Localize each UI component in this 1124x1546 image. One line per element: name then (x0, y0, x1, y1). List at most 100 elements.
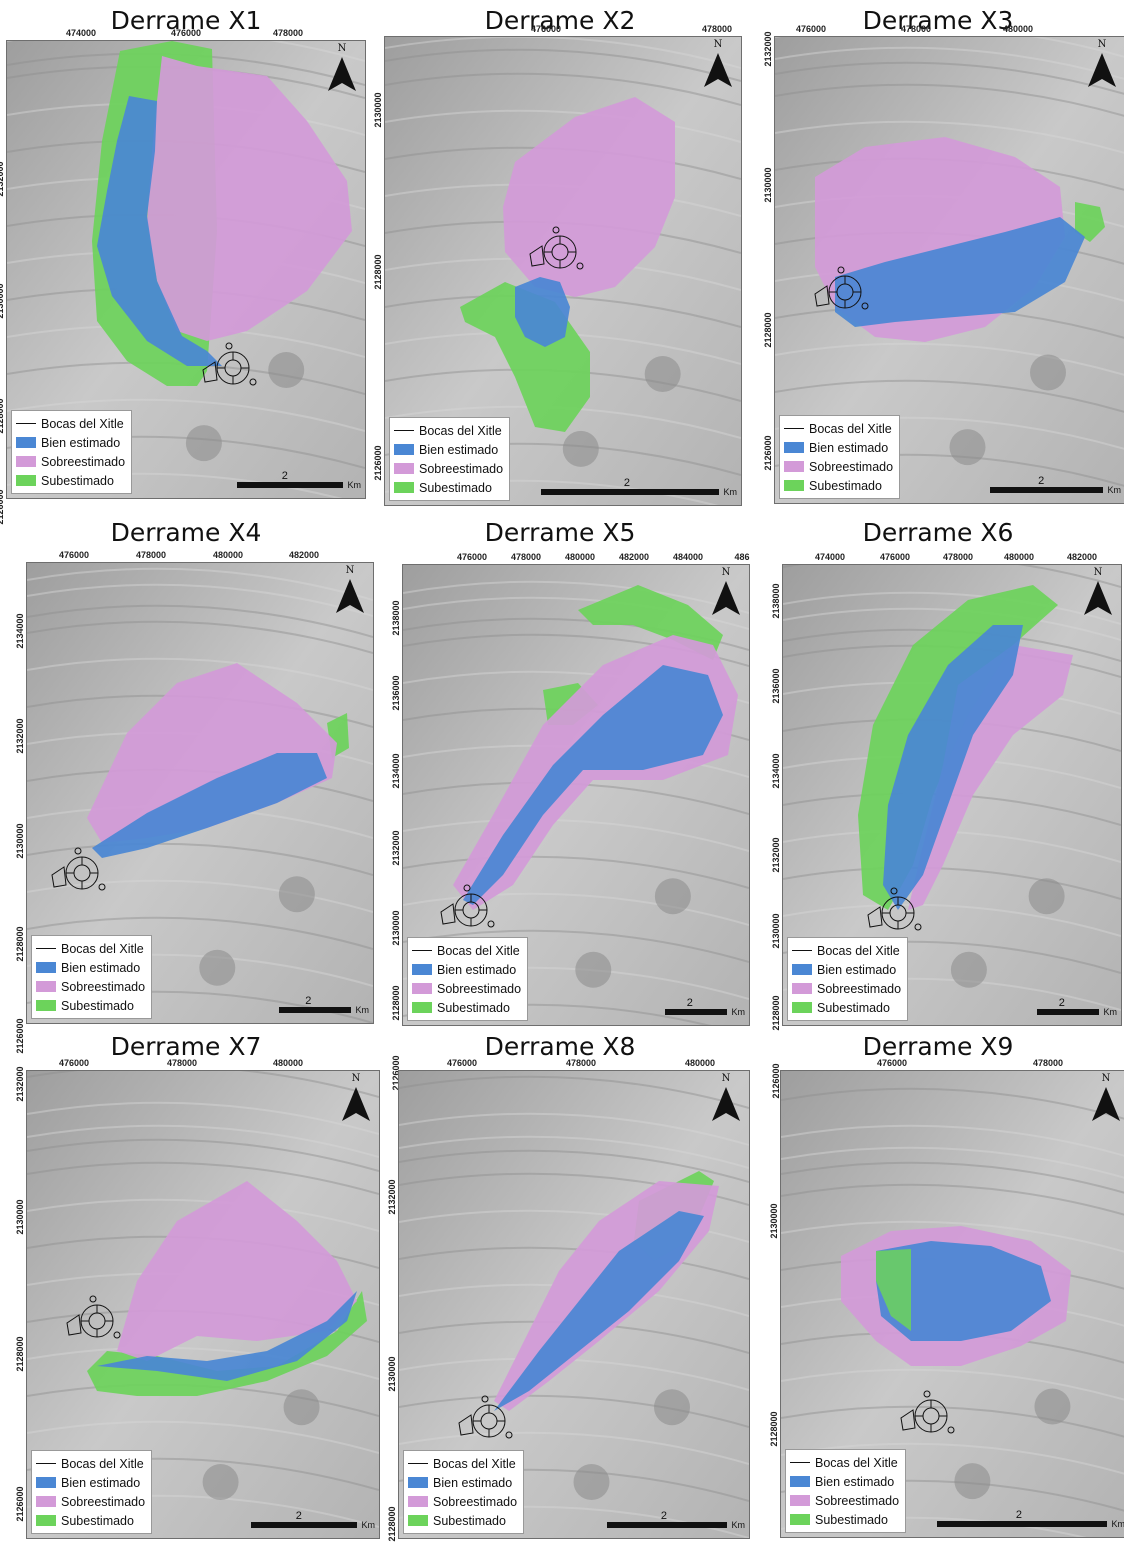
north-label: N (339, 1073, 373, 1084)
y-tick-label: 2132000 (15, 1062, 25, 1106)
legend-swatch (408, 1515, 428, 1526)
scale-unit: Km (362, 1520, 376, 1530)
y-tick-label: 2132000 (391, 826, 401, 870)
legend-label: Bien estimado (41, 436, 120, 450)
legend-item-good: Bien estimado (412, 960, 521, 979)
y-tick-label: 2130000 (763, 163, 773, 207)
legend-swatch (394, 482, 414, 493)
y-tick-label: 2130000 (771, 909, 781, 953)
legend-item-under: Subestimado (412, 998, 521, 1017)
x-tick-label: 478000 (901, 24, 931, 34)
legend-item-over: Sobreestimado (412, 979, 521, 998)
north-arrow-icon: N (1085, 41, 1119, 91)
legend-item-under: Subestimado (394, 478, 503, 497)
legend-swatch (784, 480, 804, 491)
legend-label: Subestimado (419, 481, 492, 495)
x-tick-label: 478000 (273, 28, 303, 38)
north-arrow-icon: N (709, 1075, 743, 1125)
legend-swatch (36, 1000, 56, 1011)
volcanic-cone (951, 952, 987, 988)
legend-item-good: Bien estimado (408, 1473, 517, 1492)
legend-swatch (412, 983, 432, 994)
x-tick-label: 480000 (685, 1058, 715, 1068)
north-arrow-icon: N (325, 45, 359, 95)
legend-label: Bocas del Xitle (61, 1457, 144, 1471)
legend-item-under: Subestimado (16, 471, 125, 490)
legend-label: Bocas del Xitle (61, 942, 144, 956)
y-tick-label: 2130000 (769, 1199, 779, 1243)
legend-label: Bocas del Xitle (815, 1456, 898, 1470)
legend-item-over: Sobreestimado (36, 977, 145, 996)
volcanic-cone (1030, 355, 1066, 391)
legend-label: Sobreestimado (809, 460, 893, 474)
legend-item-vents: Bocas del Xitle (394, 421, 503, 440)
legend-label: Bocas del Xitle (437, 944, 520, 958)
scale-bar-line (1037, 1009, 1099, 1015)
y-tick-label: 2130000 (387, 1352, 397, 1396)
north-arrow-icon: N (709, 569, 743, 619)
map-legend: Bocas del Xitle Bien estimado Sobreestimad… (407, 937, 528, 1021)
scale-bar-line (665, 1009, 727, 1015)
x-tick-label: 474000 (66, 28, 96, 38)
y-tick-label: 2130000 (15, 1195, 25, 1239)
legend-item-good: Bien estimado (784, 438, 893, 457)
legend-label: Sobreestimado (815, 1494, 899, 1508)
volcanic-cone (203, 1464, 239, 1500)
y-tick-label: 2126000 (763, 431, 773, 475)
legend-label: Subestimado (817, 1001, 890, 1015)
volcanic-cone (1029, 878, 1065, 914)
x-tick-label: 482000 (619, 552, 649, 562)
y-tick-label: 2128000 (769, 1407, 779, 1451)
scale-unit: Km (348, 480, 362, 490)
legend-item-over: Sobreestimado (790, 1491, 899, 1510)
legend-swatch (394, 444, 414, 455)
x-tick-label: 482000 (289, 550, 319, 560)
legend-label: Subestimado (61, 999, 134, 1013)
scale-bar-line (541, 489, 719, 495)
volcanic-cone (950, 429, 986, 465)
legend-swatch (408, 1463, 428, 1464)
legend-swatch (784, 461, 804, 472)
x-tick-label: 482000 (1067, 552, 1097, 562)
legend-item-over: Sobreestimado (408, 1492, 517, 1511)
y-tick-label: 2128000 (15, 1332, 25, 1376)
legend-item-over: Sobreestimado (792, 979, 901, 998)
volcanic-cone (954, 1463, 990, 1499)
x-tick-label: 480000 (213, 550, 243, 560)
scale-value: 2 (296, 1510, 302, 1522)
y-tick-label: 2134000 (15, 609, 25, 653)
x-tick-label: 478000 (1033, 1058, 1063, 1068)
legend-label: Subestimado (815, 1513, 888, 1527)
legend-label: Sobreestimado (437, 982, 521, 996)
legend-item-vents: Bocas del Xitle (790, 1453, 899, 1472)
legend-swatch (792, 950, 812, 951)
legend-label: Sobreestimado (817, 982, 901, 996)
x-tick-label: 480000 (1003, 24, 1033, 34)
legend-item-good: Bien estimado (16, 433, 125, 452)
panel-title: Derrame X6 (752, 518, 1124, 547)
legend-swatch (784, 428, 804, 429)
legend-label: Bocas del Xitle (809, 422, 892, 436)
legend-item-good: Bien estimado (394, 440, 503, 459)
y-tick-label: 2126000 (15, 1482, 25, 1526)
x-tick-label: 480000 (273, 1058, 303, 1068)
x-tick-label: 478000 (511, 552, 541, 562)
scale-bar-line (607, 1522, 727, 1528)
volcanic-cone (655, 878, 691, 914)
scale-unit: Km (1112, 1519, 1124, 1529)
